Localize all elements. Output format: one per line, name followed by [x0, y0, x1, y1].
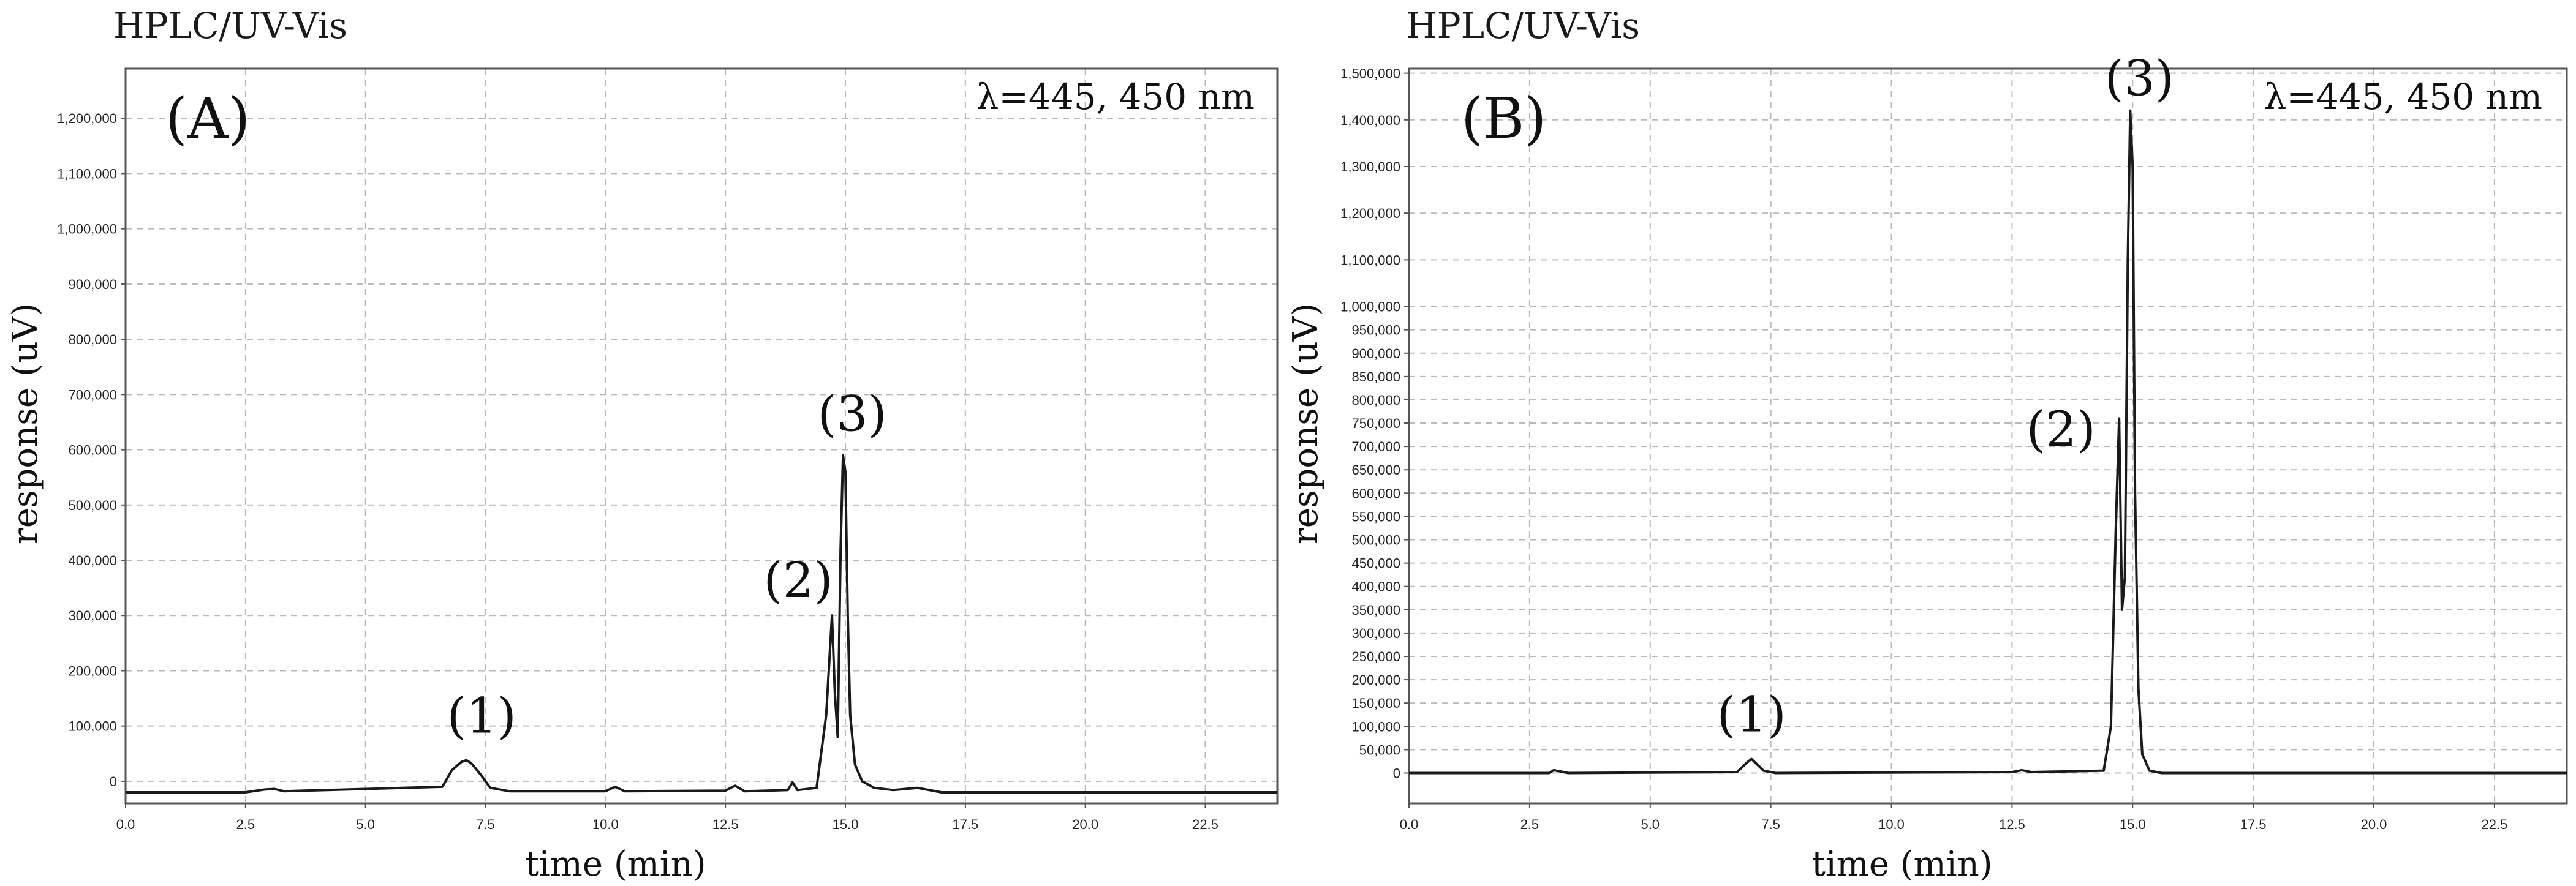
y-tick-label: 900,000	[1351, 346, 1400, 361]
y-tick-label: 1,100,000	[1340, 252, 1400, 268]
peak-label: (2)	[2026, 400, 2096, 457]
peak-label: (1)	[447, 688, 516, 745]
x-tick-label: 15.0	[833, 817, 859, 832]
y-tick-label: 400,000	[68, 553, 117, 568]
x-tick-label: 0.0	[1400, 817, 1419, 832]
y-tick-label: 300,000	[68, 608, 117, 623]
x-tick-label: 0.0	[116, 817, 135, 832]
y-tick-label: 1,000,000	[57, 222, 117, 237]
y-tick-label: 900,000	[68, 277, 117, 292]
y-tick-label: 200,000	[68, 663, 117, 678]
x-tick-label: 2.5	[1520, 817, 1539, 832]
y-tick-label: 1,200,000	[1340, 206, 1400, 221]
y-tick-label: 350,000	[1351, 603, 1400, 618]
peak-label: (3)	[817, 386, 886, 443]
peak-label: (1)	[1717, 686, 1786, 743]
x-axis-label: time (min)	[525, 844, 706, 884]
chromatogram-trace	[1409, 109, 2567, 775]
x-axis-label: time (min)	[1811, 844, 1992, 884]
y-tick-label: 500,000	[68, 498, 117, 513]
wavelength-annotation: λ=445, 450 nm	[2264, 76, 2542, 118]
x-tick-label: 17.5	[2240, 817, 2267, 832]
x-tick-label: 22.5	[1192, 817, 1218, 832]
x-tick-label: 20.0	[1072, 817, 1098, 832]
x-tick-label: 22.5	[2481, 817, 2507, 832]
peak-label: (2)	[763, 552, 833, 609]
y-tick-label: 400,000	[1351, 579, 1400, 595]
wavelength-annotation: λ=445, 450 nm	[976, 76, 1255, 118]
y-tick-label: 1,400,000	[1340, 113, 1400, 128]
y-tick-label: 0	[110, 774, 117, 789]
panel-label: (B)	[1461, 86, 1546, 151]
y-tick-label: 600,000	[1351, 486, 1400, 501]
x-tick-label: 7.5	[1761, 817, 1780, 832]
x-tick-label: 17.5	[952, 817, 978, 832]
x-tick-label: 10.0	[592, 817, 619, 832]
chromatogram-trace	[126, 454, 1277, 794]
y-tick-label: 200,000	[1351, 672, 1400, 688]
x-tick-label: 5.0	[1641, 817, 1660, 832]
x-tick-label: 2.5	[236, 817, 255, 832]
y-tick-label: 100,000	[68, 719, 117, 734]
y-tick-label: 100,000	[1351, 719, 1400, 734]
y-tick-label: 1,300,000	[1340, 159, 1400, 175]
y-axis-label: response (uV)	[6, 303, 45, 544]
plot-frame	[1408, 67, 2568, 805]
y-tick-label: 1,100,000	[57, 166, 117, 181]
y-tick-label: 450,000	[1351, 556, 1400, 571]
chart-panel-b: HPLC/UV-Vis 0 50,000 100,000 150,000 200,000 2…	[1286, 5, 2568, 884]
y-tick-label: 600,000	[68, 443, 117, 458]
chart-title: HPLC/UV-Vis	[113, 5, 347, 47]
y-tick-label: 650,000	[1351, 462, 1400, 478]
y-tick-label: 750,000	[1351, 416, 1400, 431]
y-tick-label: 800,000	[68, 332, 117, 347]
x-tick-label: 20.0	[2361, 817, 2387, 832]
x-tick-label: 15.0	[2120, 817, 2146, 832]
x-tick-label: 12.5	[712, 817, 739, 832]
y-tick-label: 700,000	[1351, 439, 1400, 454]
chart-panel-a: HPLC/UV-Vis 0 100,000 200,000 300,000 400,000…	[6, 5, 1279, 884]
x-tick-label: 10.0	[1878, 817, 1905, 832]
y-tick-label: 1,500,000	[1340, 66, 1400, 81]
y-tick-label: 550,000	[1351, 509, 1400, 524]
x-tick-label: 5.0	[356, 817, 375, 832]
y-tick-label: 150,000	[1351, 696, 1400, 711]
panel-label: (A)	[165, 86, 250, 151]
y-tick-label: 1,200,000	[57, 111, 117, 126]
x-tick-label: 7.5	[476, 817, 495, 832]
y-tick-label: 850,000	[1351, 369, 1400, 385]
chart-title: HPLC/UV-Vis	[1406, 5, 1640, 47]
y-axis-label: response (uV)	[1286, 303, 1326, 544]
y-tick-label: 700,000	[68, 387, 117, 402]
y-tick-label: 250,000	[1351, 649, 1400, 664]
y-tick-label: 1,000,000	[1340, 299, 1400, 315]
y-tick-label: 50,000	[1359, 742, 1400, 757]
peak-label: (3)	[2105, 50, 2174, 107]
plot-frame	[124, 67, 1279, 805]
y-tick-label: 800,000	[1351, 392, 1400, 408]
y-tick-label: 0	[1393, 765, 1400, 781]
y-tick-label: 500,000	[1351, 533, 1400, 548]
x-tick-label: 12.5	[1999, 817, 2025, 832]
y-tick-label: 950,000	[1351, 323, 1400, 338]
y-tick-label: 300,000	[1351, 626, 1400, 641]
